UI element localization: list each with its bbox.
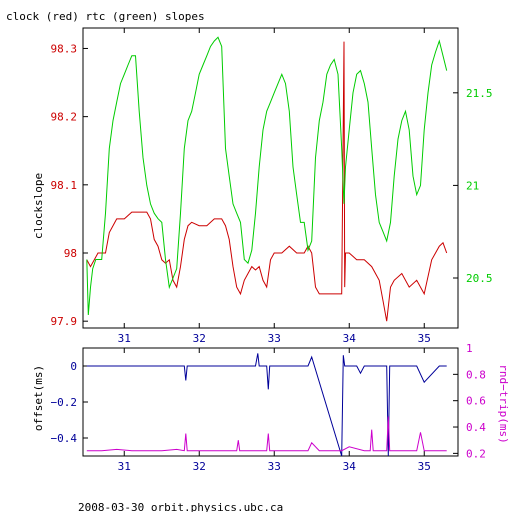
top-left-tick-label: 98.1	[51, 179, 78, 192]
top-frame	[82, 27, 459, 329]
bottom-right-tick-label: 0.6	[466, 395, 486, 408]
top-right-tick-label: 20.5	[466, 272, 493, 285]
bottom-chart: 31 32 33 34 35 0 −0.2 −0.4 1 0.8 0.6 0.4 0.2 offset(m…	[32, 342, 510, 473]
bottom-right-tick-label: 1	[466, 342, 473, 355]
bottom-right-axis-label: rnd−trip(ms)	[497, 364, 510, 443]
bottom-x-tick-label: 35	[418, 460, 431, 473]
bottom-left-tick-label: −0.4	[51, 432, 78, 445]
bottom-series-rnd-trip	[86, 416, 447, 452]
bottom-x-tick-label: 33	[268, 460, 281, 473]
footer-text: 2008-03-30 orbit.physics.ubc.ca	[78, 501, 283, 512]
bottom-x-tick-label: 34	[343, 460, 357, 473]
top-x-tick-label: 31	[118, 332, 131, 345]
top-chart: 31 32 33 34 35 98.3 98.2 98.1 98 97.9 21.5 21 20.5 cl…	[32, 27, 493, 345]
top-x-tick-label: 34	[343, 332, 357, 345]
bottom-frame	[82, 347, 459, 457]
top-left-tick-label: 98.3	[51, 42, 78, 55]
top-y-axis-label: clockslope	[32, 173, 45, 239]
top-series-rtc	[86, 36, 448, 316]
top-right-tick-label: 21.5	[466, 87, 493, 100]
top-x-tick-label: 33	[268, 332, 281, 345]
bottom-left-tick-label: −0.2	[51, 396, 78, 409]
bottom-right-tick-label: 0.2	[466, 447, 486, 460]
top-series-clock	[86, 41, 448, 322]
bottom-x-tick-label: 31	[118, 460, 131, 473]
bottom-left-tick-label: 0	[70, 360, 77, 373]
top-left-tick-label: 98	[64, 247, 77, 260]
bottom-series-offset	[86, 353, 447, 457]
bottom-x-tick-label: 32	[193, 460, 206, 473]
top-x-tick-label: 32	[193, 332, 206, 345]
top-chart-title: clock (red) rtc (green) slopes	[6, 10, 205, 23]
top-right-tick-label: 21	[466, 179, 479, 192]
top-left-tick-label: 98.2	[51, 111, 78, 124]
top-x-tick-label: 35	[418, 332, 431, 345]
bottom-right-tick-label: 0.4	[466, 421, 486, 434]
bottom-right-tick-label: 0.8	[466, 368, 486, 381]
top-left-tick-label: 97.9	[51, 315, 78, 328]
bottom-left-axis-label: offset(ms)	[32, 365, 45, 431]
